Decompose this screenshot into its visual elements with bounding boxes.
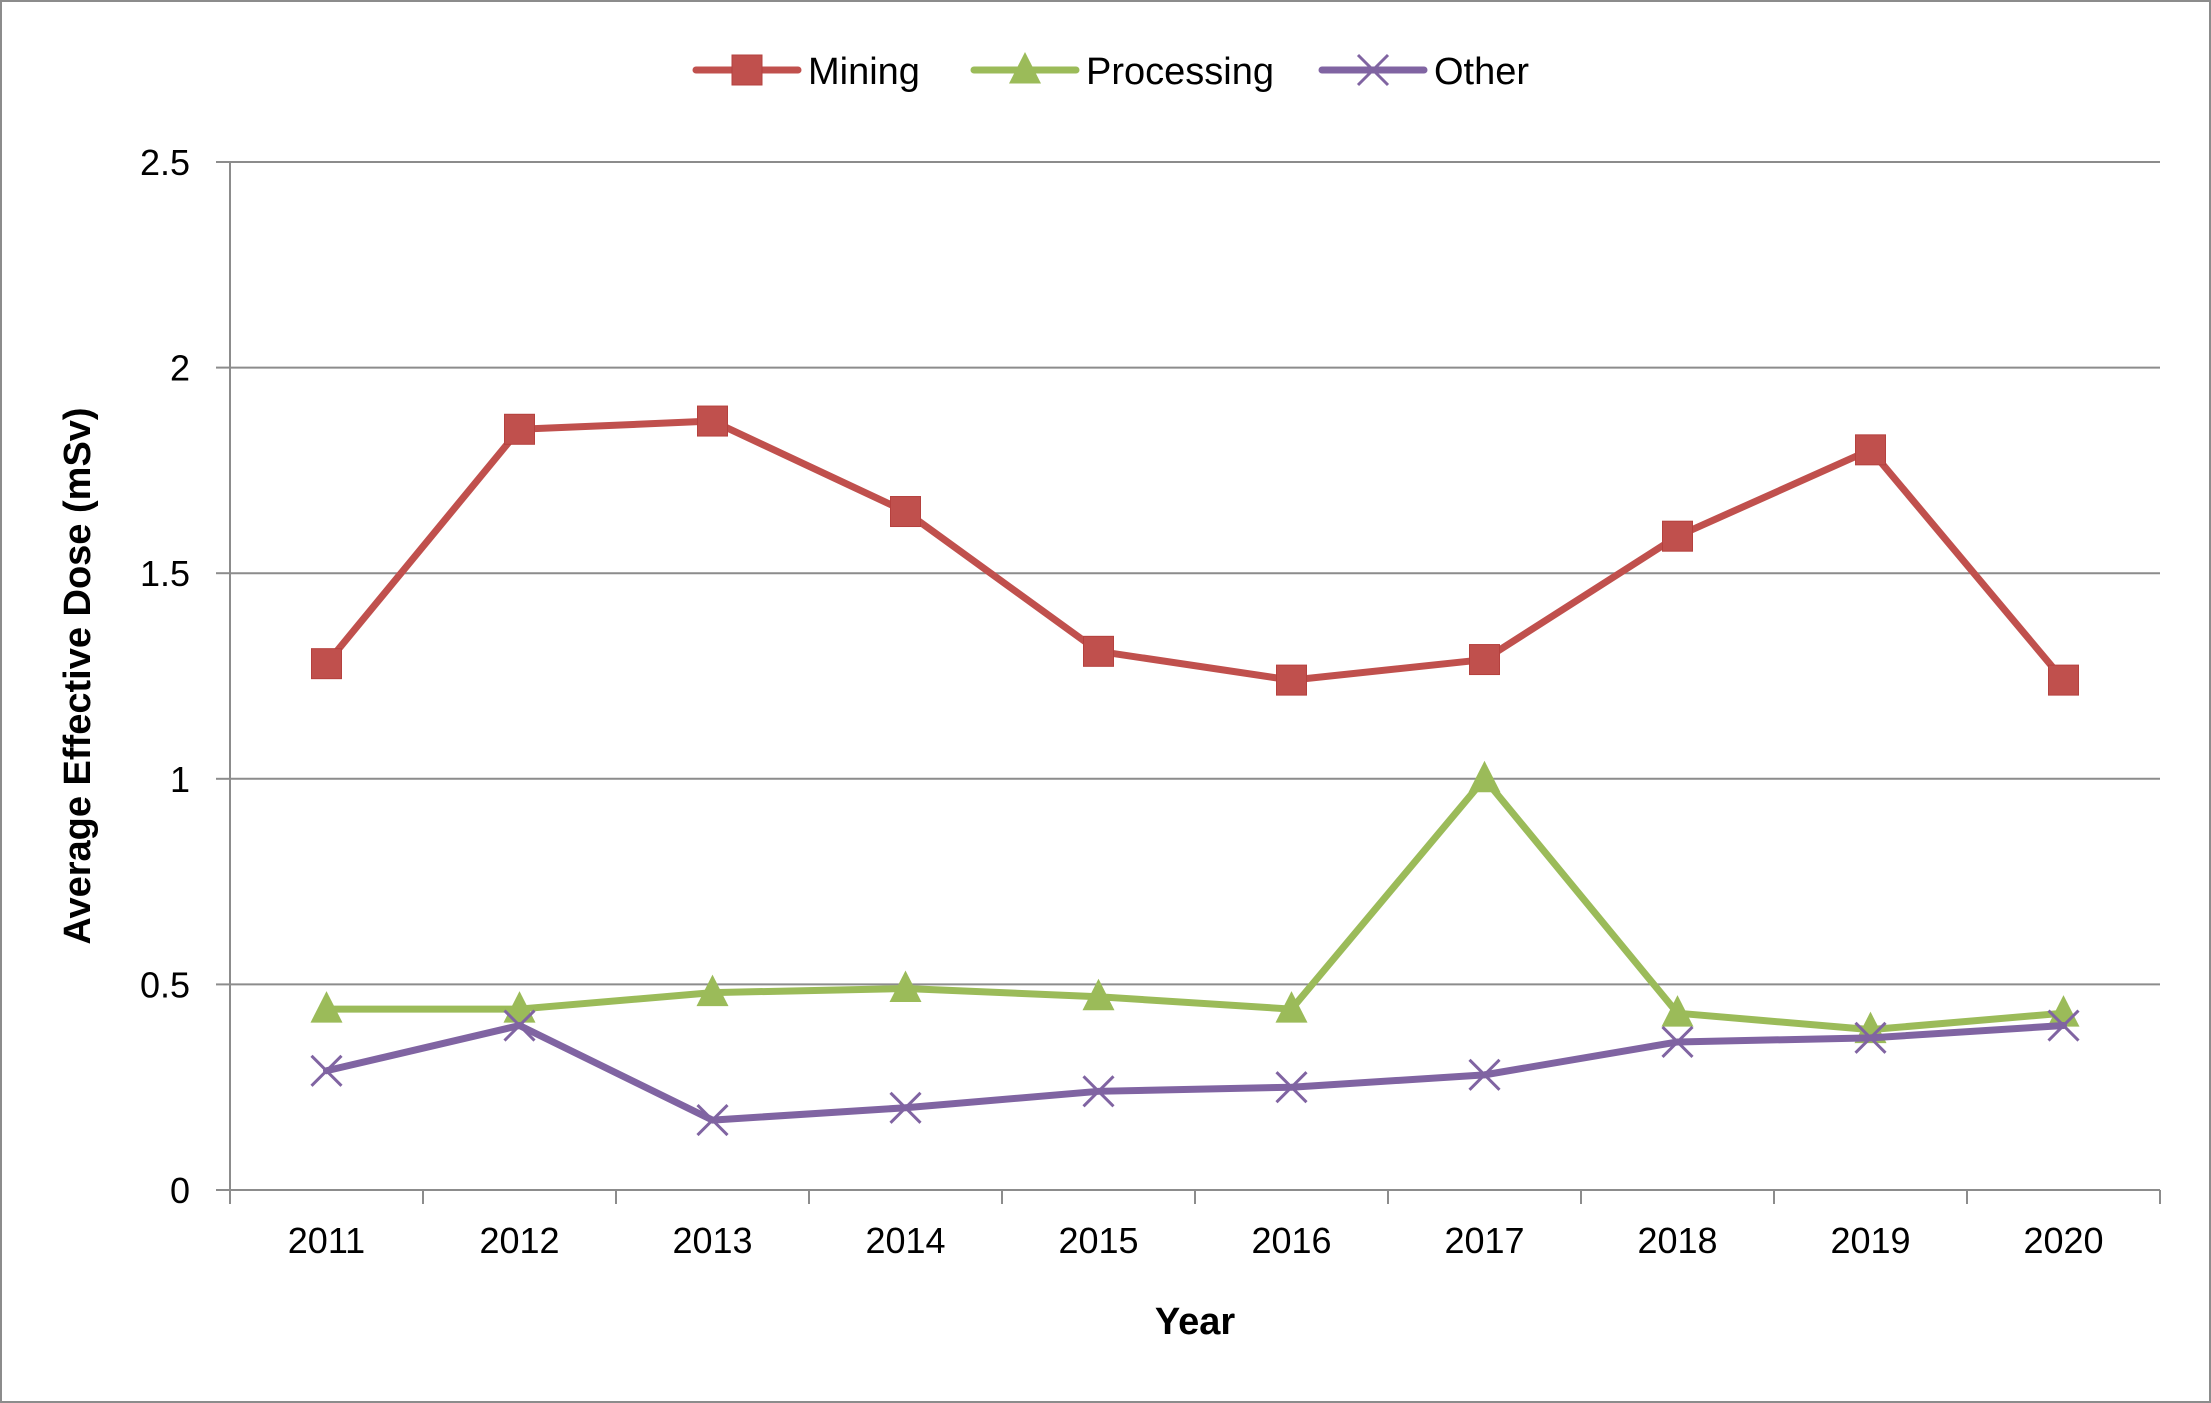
data-point-mining-2013 <box>697 405 728 437</box>
x-tick-label: 2017 <box>1444 1220 1524 1261</box>
x-tick-label: 2015 <box>1058 1220 1138 1261</box>
data-point-other-2020 <box>2047 1009 2080 1042</box>
x-tick-label: 2014 <box>865 1220 945 1261</box>
x-tick-label: 2020 <box>2023 1220 2103 1261</box>
series-other <box>310 1009 2080 1137</box>
data-point-other-2012 <box>503 1009 536 1042</box>
legend-label-processing: Processing <box>1086 51 1274 93</box>
data-point-mining-2020 <box>2048 664 2079 696</box>
legend-label-mining: Mining <box>808 51 920 93</box>
data-point-processing-2017 <box>1468 760 1501 793</box>
x-axis-title: Year <box>1155 1301 1236 1343</box>
y-tick-label: 0 <box>170 1170 190 1211</box>
data-point-processing-2016 <box>1275 991 1308 1023</box>
x-tick-label: 2016 <box>1251 1220 1331 1261</box>
x-tick-label: 2013 <box>672 1220 752 1261</box>
y-axis-ticks: 0 0.5 1 1.5 2 2.5 <box>140 142 230 1211</box>
data-point-processing-2013 <box>696 974 729 1007</box>
data-point-mining-2018 <box>1662 520 1693 552</box>
x-tick-label: 2012 <box>479 1220 559 1261</box>
data-point-mining-2014 <box>890 496 921 528</box>
series-layer <box>310 405 2080 1137</box>
data-point-mining-2015 <box>1083 635 1114 667</box>
data-point-mining-2016 <box>1276 664 1307 696</box>
series-processing <box>310 760 2080 1044</box>
series-line-mining <box>323 417 2067 684</box>
data-point-mining-2019 <box>1855 434 1886 466</box>
x-axis-ticks: 2011 2012 2013 2014 2015 2016 2017 2018 2019 2020 <box>229 1190 2161 1261</box>
y-tick-label: 2.5 <box>140 142 190 183</box>
data-point-mining-2012 <box>504 413 535 445</box>
x-tick-label: 2019 <box>1830 1220 1910 1261</box>
legend-item-other: Other <box>1318 51 1529 93</box>
x-tick-label: 2011 <box>288 1220 365 1261</box>
data-point-other-2014 <box>889 1091 922 1124</box>
data-point-mining-2011 <box>311 648 342 680</box>
legend-marker-mining <box>731 54 763 86</box>
x-tick-label: 2018 <box>1637 1220 1717 1261</box>
y-axis-title: Average Effective Dose (mSv) <box>57 407 99 944</box>
data-point-other-2011 <box>310 1054 343 1087</box>
y-tick-label: 2 <box>170 348 190 389</box>
data-point-processing-2014 <box>889 970 922 1003</box>
data-point-processing-2018 <box>1661 995 1694 1027</box>
series-line-other <box>323 1022 2067 1124</box>
data-point-other-2018 <box>1661 1025 1694 1059</box>
data-point-other-2013 <box>696 1104 729 1137</box>
series-line-processing <box>323 775 2067 1034</box>
legend-marker-other <box>1356 53 1390 87</box>
gridlines <box>230 161 2160 986</box>
data-point-other-2016 <box>1275 1071 1308 1104</box>
legend-item-mining: Mining <box>692 51 920 93</box>
data-point-mining-2017 <box>1469 644 1500 676</box>
data-point-processing-2012 <box>503 991 536 1023</box>
y-tick-label: 0.5 <box>140 964 190 1005</box>
data-point-other-2019 <box>1854 1021 1887 1054</box>
series-mining <box>311 405 2079 696</box>
y-tick-label: 1 <box>170 759 190 800</box>
data-point-other-2017 <box>1468 1058 1501 1091</box>
legend-item-processing: Processing <box>970 51 1274 93</box>
data-point-processing-2015 <box>1082 978 1115 1011</box>
data-point-other-2015 <box>1082 1075 1115 1108</box>
legend: Mining Processing Other <box>692 51 1529 93</box>
data-point-processing-2011 <box>310 991 343 1023</box>
legend-marker-processing <box>1009 52 1041 84</box>
y-tick-label: 1.5 <box>140 553 190 594</box>
legend-label-other: Other <box>1434 51 1529 93</box>
